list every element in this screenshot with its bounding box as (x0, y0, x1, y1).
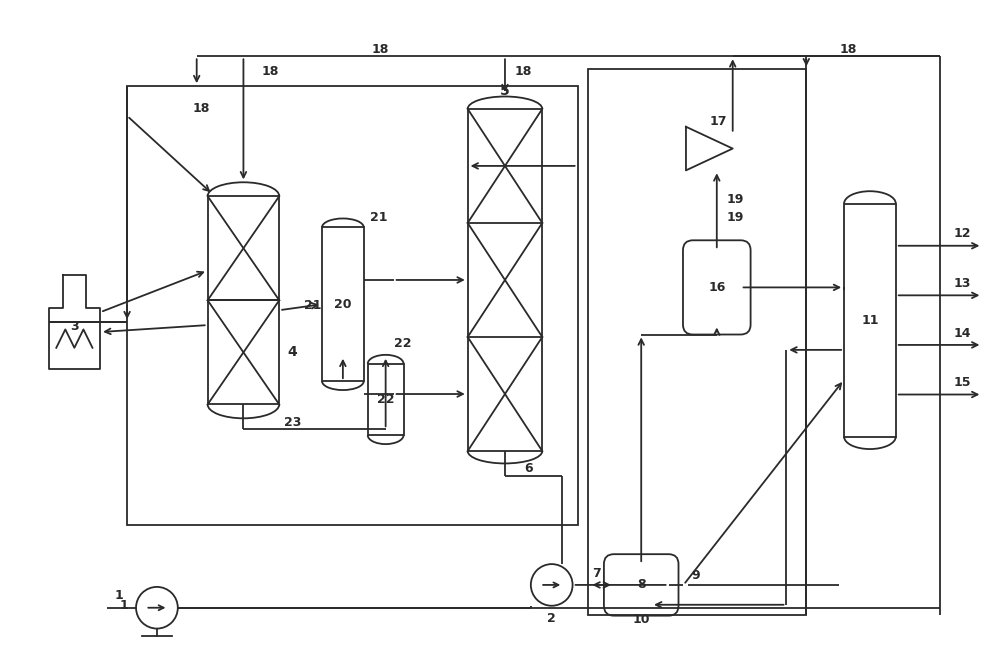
Text: 22: 22 (394, 337, 411, 350)
Bar (208, 300, 279, 405)
Text: 18: 18 (193, 102, 210, 116)
Text: 19: 19 (727, 212, 744, 224)
Text: 23: 23 (284, 416, 302, 429)
Text: 7: 7 (592, 566, 601, 579)
Text: 16: 16 (708, 281, 725, 294)
Text: 21: 21 (304, 299, 322, 312)
Text: 11: 11 (861, 314, 879, 327)
Text: 13: 13 (954, 277, 971, 290)
Text: 22: 22 (377, 393, 394, 406)
Text: 21: 21 (370, 211, 387, 224)
Text: 9: 9 (692, 569, 700, 581)
Bar (127, 86, 578, 526)
Bar (322, 227, 364, 381)
Text: 18: 18 (261, 65, 279, 78)
Text: 2: 2 (547, 612, 556, 625)
Text: 18: 18 (515, 65, 532, 78)
Text: 4: 4 (287, 345, 297, 360)
Text: 5: 5 (500, 84, 510, 98)
Text: 3: 3 (70, 320, 79, 333)
Text: 18: 18 (372, 43, 389, 56)
Text: 14: 14 (954, 327, 971, 339)
Text: 10: 10 (632, 613, 650, 626)
Text: 12: 12 (954, 227, 971, 241)
Text: 15: 15 (954, 376, 971, 389)
Text: 20: 20 (334, 298, 352, 310)
Text: 19: 19 (727, 193, 744, 206)
Bar (208, 196, 279, 300)
Text: 1: 1 (115, 589, 124, 602)
Text: 18: 18 (839, 43, 857, 56)
Bar (468, 109, 542, 451)
Bar (588, 69, 806, 615)
Text: 1: 1 (120, 599, 128, 612)
Bar (844, 204, 896, 437)
Text: 17: 17 (710, 116, 728, 128)
Text: 8: 8 (637, 579, 646, 591)
Text: 6: 6 (524, 462, 533, 475)
Bar (368, 364, 404, 435)
